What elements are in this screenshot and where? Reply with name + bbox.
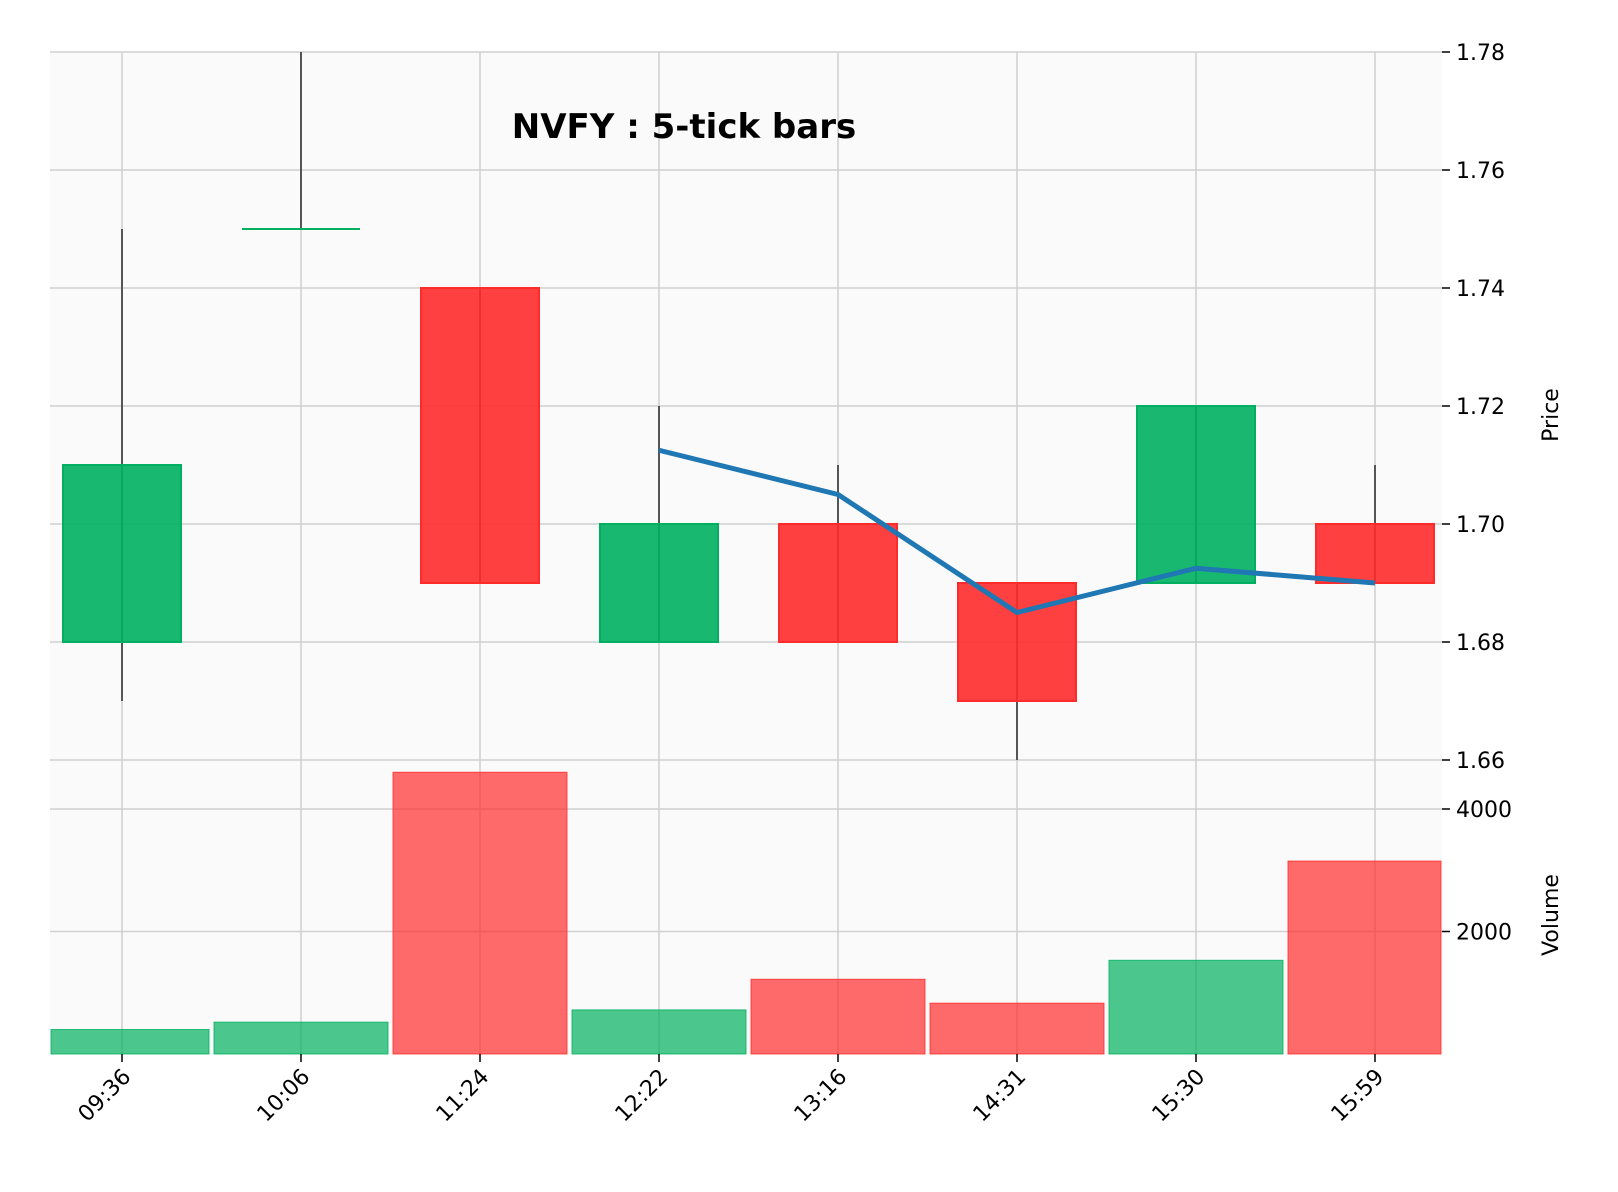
price-tick-label: 1.68 [1456, 631, 1505, 656]
price-tick-label: 1.74 [1456, 277, 1505, 302]
price-tick-label: 1.72 [1456, 395, 1505, 420]
volume-tick-label: 2000 [1456, 921, 1512, 946]
x-tick-label: 15:59 [1327, 1065, 1390, 1128]
volume-bar [392, 771, 568, 1055]
candle-body [62, 464, 182, 643]
x-tick-label: 15:30 [1148, 1065, 1211, 1128]
x-tick-label: 14:31 [969, 1065, 1032, 1128]
volume-bar [1287, 860, 1442, 1055]
x-tick-label: 10:06 [253, 1065, 316, 1128]
volume-bar [213, 1021, 389, 1055]
x-tick-label: 12:22 [611, 1065, 674, 1128]
candle-body [1315, 523, 1435, 584]
price-axis-label: Price [1539, 388, 1564, 442]
volume-axis-label: Volume [1539, 874, 1564, 956]
price-tick-label: 1.76 [1456, 159, 1505, 184]
x-tick-label: 13:16 [790, 1065, 853, 1128]
candle-body [778, 523, 898, 643]
candle-body [420, 287, 540, 584]
volume-tick-label: 4000 [1456, 798, 1512, 823]
x-tick-label: 11:24 [432, 1065, 495, 1128]
moving-average [658, 447, 1376, 615]
volume-bar [1108, 959, 1284, 1055]
volume-bar [929, 1002, 1105, 1055]
volume-bars [50, 771, 1442, 1055]
price-tick-label: 1.70 [1456, 513, 1505, 538]
candle-body [1136, 405, 1256, 584]
price-tick-label: 1.66 [1456, 749, 1505, 774]
candle-body [599, 523, 719, 643]
x-tick-label: 09:36 [74, 1065, 137, 1128]
chart-title: NVFY : 5-tick bars [512, 107, 856, 147]
price-tick-label: 1.78 [1456, 41, 1505, 66]
volume-bar [50, 1029, 210, 1055]
volume-bar [571, 1009, 747, 1055]
volume-bar [750, 978, 926, 1055]
moving-average-line [658, 447, 1376, 615]
